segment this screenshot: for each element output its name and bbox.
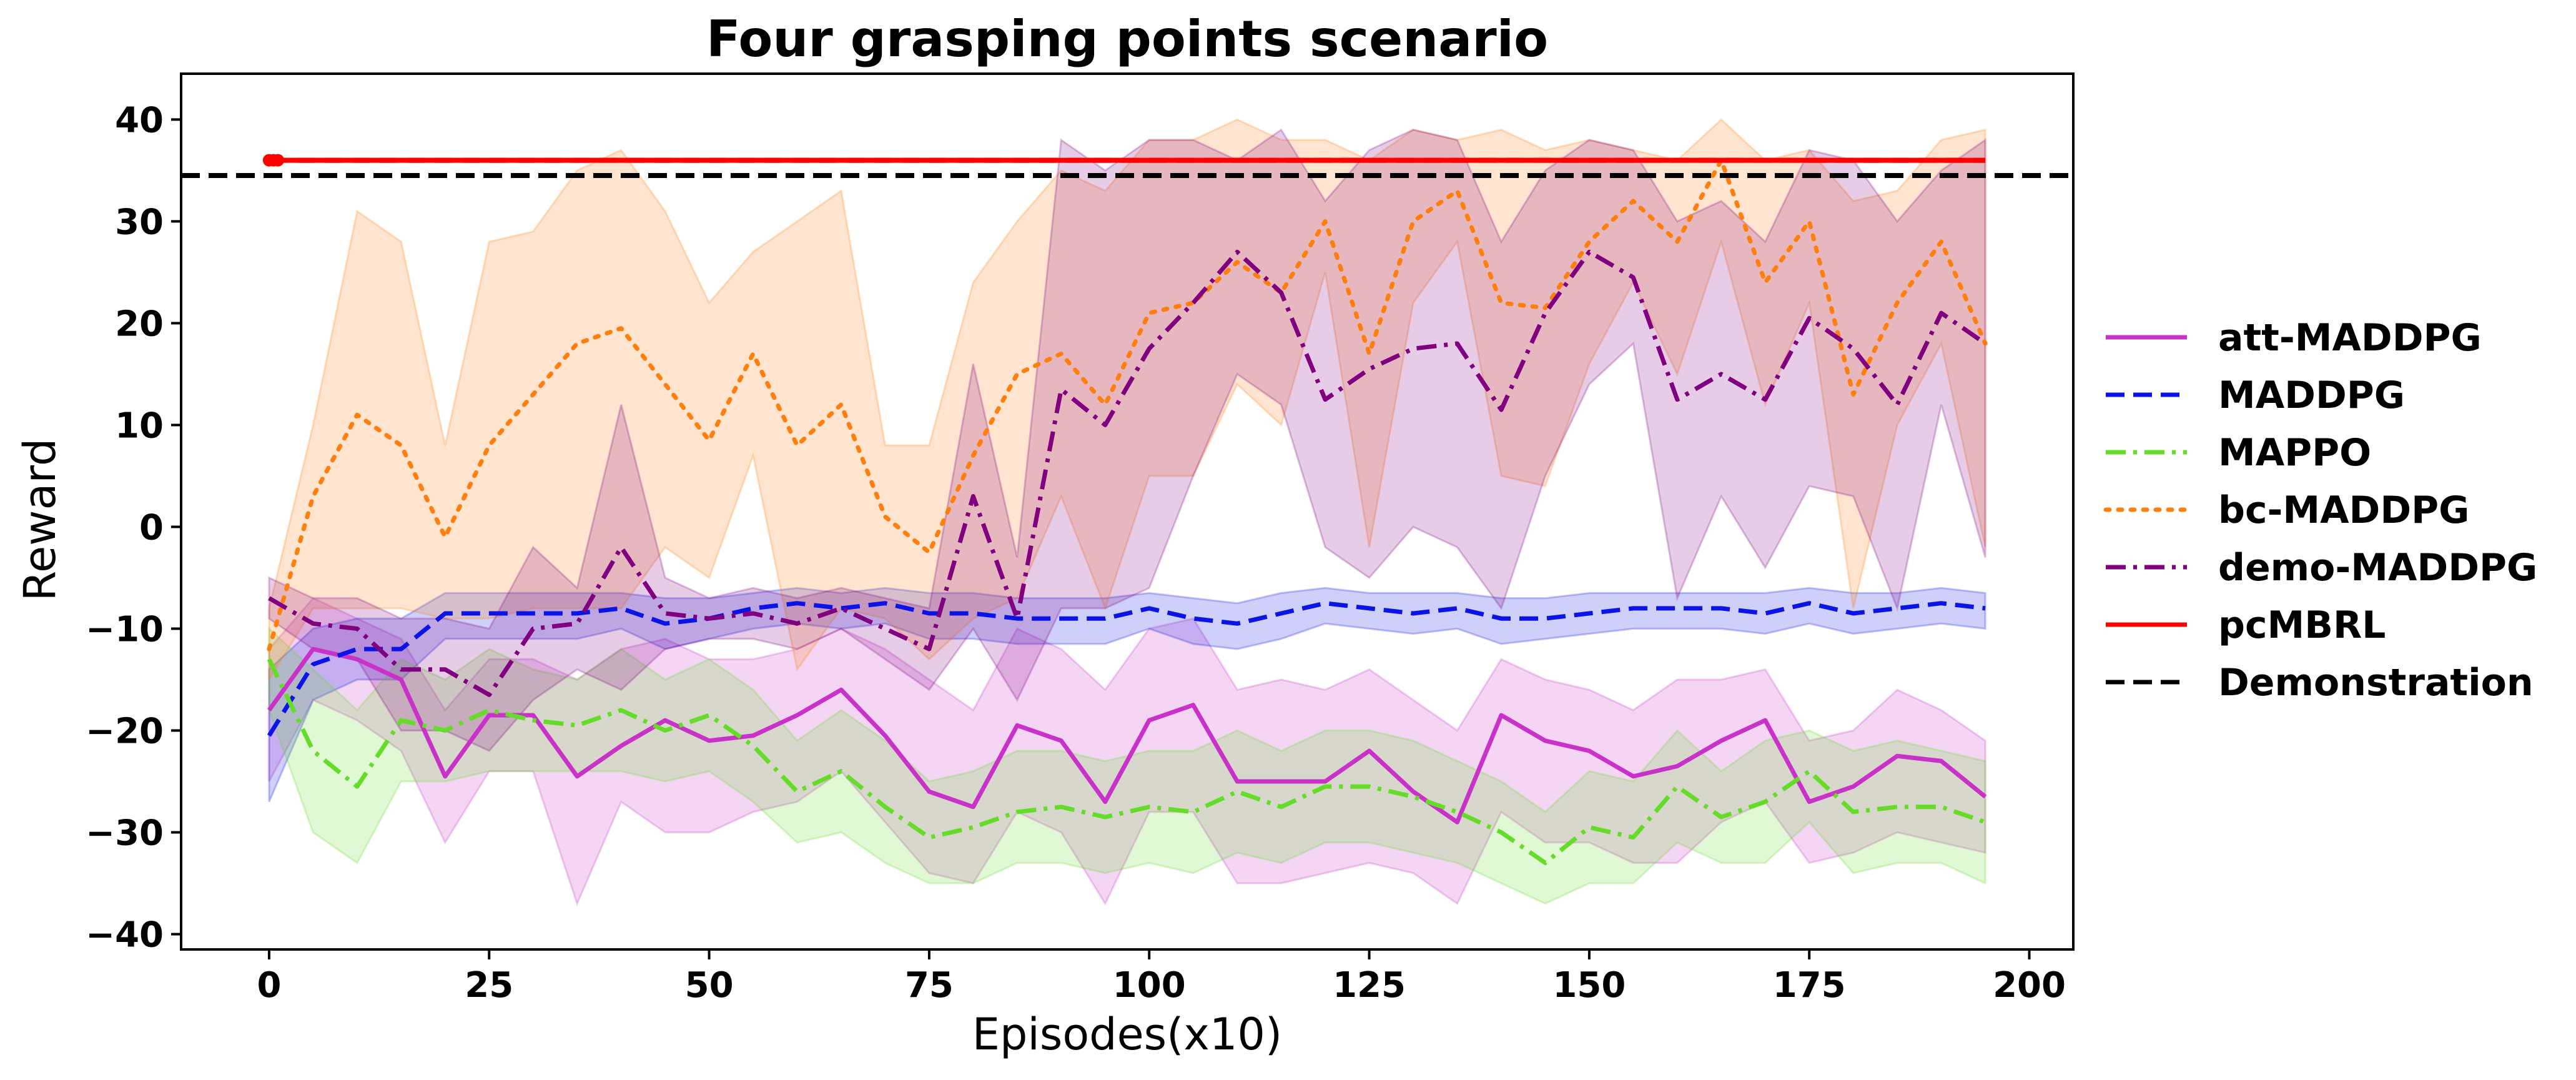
legend-label-demonstration: Demonstration <box>2218 661 2534 705</box>
x-tick-label: 0 <box>257 965 281 1006</box>
series-lines <box>267 158 1988 865</box>
legend-label-bc-maddpg: bc-MADDPG <box>2218 488 2469 532</box>
legend-label-maddpg: MADDPG <box>2218 374 2405 417</box>
x-tick-label: 200 <box>1993 965 2066 1006</box>
y-tick-label: 40 <box>115 100 164 141</box>
y-tick-label: −30 <box>86 813 164 854</box>
x-tick-label: 50 <box>685 965 734 1006</box>
confidence-bands <box>268 118 1986 906</box>
line-demo-maddpg <box>268 249 1987 697</box>
y-tick-label: 20 <box>115 304 164 344</box>
plot-frame <box>180 72 2075 951</box>
x-tick-label: 125 <box>1333 965 1406 1006</box>
line-maddpg <box>267 601 1986 737</box>
x-tick-label: 150 <box>1552 965 1626 1006</box>
band-bc-maddpg <box>268 118 1986 683</box>
x-tick-label: 175 <box>1773 965 1846 1006</box>
pcmbrl-marker <box>272 154 285 167</box>
reference-lines <box>181 154 2073 179</box>
chart-title: Four grasping points scenario <box>706 10 1548 68</box>
band-att-maddpg <box>268 597 1986 906</box>
y-axis-label: Reward <box>14 438 66 602</box>
line-att-maddpg <box>267 647 1987 825</box>
x-tick-label: 100 <box>1113 965 1186 1006</box>
legend-label-demo-maddpg: demo-MADDPG <box>2218 546 2537 590</box>
legend: att-MADDPG MADDPG MAPPO bc-MADDPG demo-MADDP… <box>2103 316 2537 705</box>
line-mappo <box>267 658 1986 865</box>
x-axis-label: Episodes(x10) <box>972 1009 1283 1060</box>
band-maddpg <box>268 587 1986 803</box>
band-demo-maddpg <box>268 128 1986 752</box>
y-tick-label: 10 <box>115 405 164 446</box>
y-tick-label: −40 <box>86 915 164 956</box>
legend-label-mappo: MAPPO <box>2218 431 2371 475</box>
legend-label-att-maddpg: att-MADDPG <box>2218 316 2482 360</box>
y-tick-label: −20 <box>86 711 164 752</box>
x-tick-label: 75 <box>905 965 954 1006</box>
y-tick-label: 30 <box>115 202 164 242</box>
band-mappo <box>268 627 1986 905</box>
y-tick-label: 0 <box>139 507 164 548</box>
x-tick-label: 25 <box>465 965 513 1006</box>
legend-label-pcmbrl: pcMBRL <box>2218 603 2386 647</box>
y-tick-label: −10 <box>86 609 164 650</box>
axes: 0 25 50 75 100 125 150 175 200403020100−10−20−30… <box>86 72 2075 1006</box>
